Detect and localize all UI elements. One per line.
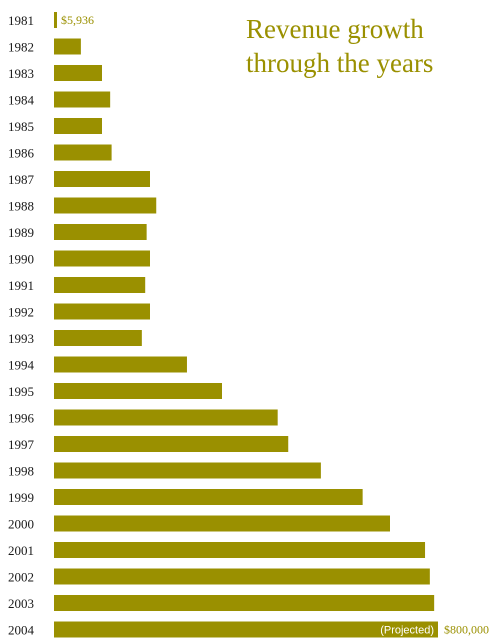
year-label-1990: 1990 — [8, 252, 34, 267]
bar-1990 — [54, 250, 150, 267]
bar-1988 — [54, 197, 157, 214]
year-label-1988: 1988 — [8, 199, 34, 214]
year-label-1995: 1995 — [8, 384, 34, 399]
year-label-1982: 1982 — [8, 40, 34, 55]
bar-2002 — [54, 568, 430, 585]
year-label-1993: 1993 — [8, 331, 34, 346]
title-line-1: Revenue growth — [246, 14, 424, 44]
year-label-1991: 1991 — [8, 278, 34, 293]
year-label-1984: 1984 — [8, 93, 35, 108]
year-label-2000: 2000 — [8, 517, 34, 532]
year-label-2004: 2004 — [8, 623, 35, 638]
bar-1995 — [54, 383, 222, 399]
year-label-1983: 1983 — [8, 66, 34, 81]
bar-1998 — [54, 462, 321, 479]
year-label-1994: 1994 — [8, 358, 35, 373]
bar-2000 — [54, 515, 390, 532]
year-label-1986: 1986 — [8, 146, 35, 161]
bar-1999 — [54, 489, 363, 505]
title-line-2: through the years — [246, 48, 434, 78]
year-label-1996: 1996 — [8, 411, 35, 426]
year-label-1998: 1998 — [8, 464, 34, 479]
bar-2004 — [54, 621, 438, 638]
bar-1984 — [54, 91, 111, 108]
bar-1989 — [54, 224, 147, 240]
year-label-1985: 1985 — [8, 119, 34, 134]
year-label-1992: 1992 — [8, 305, 34, 320]
year-label-2003: 2003 — [8, 596, 34, 611]
value-label-first: $5,936 — [61, 13, 94, 27]
bar-1987 — [54, 171, 150, 187]
bar-1992 — [54, 303, 150, 320]
year-label-2002: 2002 — [8, 570, 34, 585]
year-label-1989: 1989 — [8, 225, 34, 240]
bar-1985 — [54, 118, 102, 134]
bar-1981 — [54, 12, 57, 28]
bar-1983 — [54, 65, 102, 81]
year-label-1999: 1999 — [8, 490, 34, 505]
bar-2003 — [54, 595, 435, 611]
bar-1996 — [54, 409, 278, 426]
bar-1993 — [54, 330, 142, 346]
bar-1991 — [54, 277, 146, 293]
bar-1997 — [54, 436, 289, 452]
year-label-1997: 1997 — [8, 437, 35, 452]
projected-note: (Projected) — [380, 625, 434, 637]
value-label-last: $800,000 — [444, 623, 489, 637]
bar-1994 — [54, 356, 187, 373]
year-label-1987: 1987 — [8, 172, 35, 187]
bar-1982 — [54, 38, 81, 55]
bar-1986 — [54, 144, 112, 161]
bar-2001 — [54, 542, 426, 558]
year-label-1981: 1981 — [8, 13, 34, 28]
chart-title: Revenue growth through the years — [246, 12, 433, 80]
year-label-2001: 2001 — [8, 543, 34, 558]
